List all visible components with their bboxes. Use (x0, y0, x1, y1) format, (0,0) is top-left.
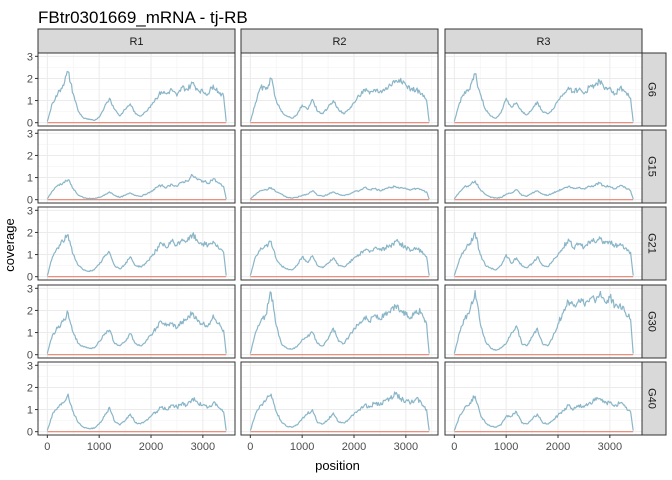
facet-strip-label: G30 (646, 311, 658, 332)
coverage-line (453, 289, 634, 354)
panel-border (240, 52, 439, 127)
coverage-line (249, 185, 430, 200)
y-tick-label: 2 (27, 305, 33, 317)
y-axis-title: coverage (2, 218, 17, 271)
coverage-line (249, 77, 430, 122)
panel-g40-r2 (240, 361, 439, 436)
y-tick-label: 0 (27, 427, 33, 439)
panel-border (444, 361, 643, 436)
panel-g40-r3 (444, 361, 643, 436)
panel-border (240, 284, 439, 359)
coverage-line (46, 310, 227, 354)
panel-border (240, 129, 439, 204)
y-tick-label: 3 (27, 205, 33, 217)
x-tick-label: 1000 (290, 441, 314, 453)
x-tick-label: 3000 (394, 441, 418, 453)
x-tick-label: 2000 (139, 441, 163, 453)
x-tick-label: 2000 (546, 441, 570, 453)
panel-border (37, 284, 236, 359)
coverage-line (453, 180, 634, 200)
y-tick-label: 0 (27, 272, 33, 284)
y-tick-label: 0 (27, 118, 33, 130)
coverage-line (46, 393, 227, 431)
panel-g6-r3 (444, 52, 643, 127)
coverage-line (249, 391, 430, 431)
y-tick-label: 3 (27, 128, 33, 140)
panel-g15-r2 (240, 129, 439, 204)
coverage-line (249, 291, 430, 354)
x-tick-label: 3000 (191, 441, 215, 453)
panel-g21-r3 (444, 206, 643, 281)
panel-border (37, 206, 236, 281)
facet-strip-label: R3 (536, 36, 550, 48)
y-tick-label: 0 (27, 350, 33, 362)
facet-strip-g15 (638, 129, 667, 204)
panel-border (444, 284, 643, 359)
panel-g6-r2 (240, 52, 439, 127)
y-tick-label: 2 (27, 73, 33, 85)
coverage-line (46, 232, 227, 276)
coverage-line (453, 231, 634, 276)
y-tick-label: 1 (27, 173, 33, 185)
facet-strip-label: R1 (129, 36, 143, 48)
y-tick-label: 3 (27, 283, 33, 295)
panel-g21-r1 (37, 206, 236, 281)
x-tick-label: 0 (44, 441, 50, 453)
panel-g21-r2 (240, 206, 439, 281)
panel-border (240, 361, 439, 436)
coverage-line (453, 395, 634, 431)
panel-border (240, 206, 439, 281)
y-tick-label: 1 (27, 250, 33, 262)
facet-grid: R1 R2 R3G6G15G21G30G4001230123012301230123… (27, 28, 667, 453)
y-tick-label: 2 (27, 382, 33, 394)
coverage-line (453, 73, 634, 122)
x-tick-label: 0 (451, 441, 457, 453)
y-tick-label: 2 (27, 150, 33, 162)
facet-strip-label: G40 (646, 388, 658, 409)
coverage-line (46, 173, 227, 200)
coverage-line (249, 238, 430, 276)
facet-strip-g6 (638, 52, 667, 127)
facet-strip-label: G6 (646, 82, 658, 97)
facet-strip-g30 (638, 284, 667, 359)
panel-border (444, 206, 643, 281)
facet-strip-label: R2 (332, 36, 346, 48)
chart-title: FBtr0301669_mRNA - tj-RB (38, 8, 248, 27)
panel-g15-r3 (444, 129, 643, 204)
panel-border (37, 52, 236, 127)
panel-border (37, 129, 236, 204)
panel-border (444, 129, 643, 204)
panel-border (444, 52, 643, 127)
panel-g30-r1 (37, 284, 236, 359)
y-tick-label: 0 (27, 195, 33, 207)
panel-g30-r2 (240, 284, 439, 359)
y-tick-label: 2 (27, 227, 33, 239)
panel-g40-r1 (37, 361, 236, 436)
y-tick-label: 3 (27, 360, 33, 372)
facet-strip-label: G15 (646, 156, 658, 177)
x-tick-label: 1000 (87, 441, 111, 453)
panel-border (37, 361, 236, 436)
x-tick-label: 2000 (342, 441, 366, 453)
y-tick-label: 3 (27, 51, 33, 63)
panel-g15-r1 (37, 129, 236, 204)
panel-g6-r1 (37, 52, 236, 127)
facet-strip-r2 (240, 28, 439, 54)
facet-strip-r1 (37, 28, 236, 54)
x-tick-label: 0 (247, 441, 253, 453)
y-tick-label: 1 (27, 405, 33, 417)
coverage-line (46, 70, 227, 122)
x-tick-label: 1000 (494, 441, 518, 453)
y-tick-label: 1 (27, 328, 33, 340)
y-tick-label: 1 (27, 96, 33, 108)
facet-strip-label: G21 (646, 233, 658, 254)
panel-g30-r3 (444, 284, 643, 359)
x-axis-title: position (315, 458, 360, 473)
x-tick-label: 3000 (598, 441, 622, 453)
